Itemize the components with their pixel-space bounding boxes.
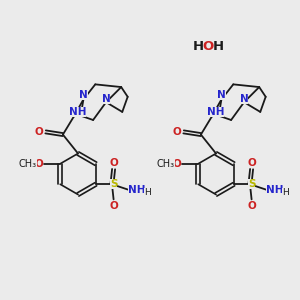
Text: N: N — [217, 90, 226, 100]
Text: O: O — [109, 201, 118, 211]
Text: H: H — [193, 40, 204, 53]
Text: H: H — [213, 40, 224, 53]
Text: O: O — [35, 127, 44, 137]
Text: NH: NH — [266, 185, 284, 195]
Text: O: O — [247, 158, 256, 168]
Text: O: O — [173, 127, 182, 137]
Text: CH₃: CH₃ — [157, 159, 175, 169]
Text: O: O — [34, 159, 43, 169]
Text: NH: NH — [69, 107, 86, 117]
Text: N: N — [240, 94, 248, 104]
Text: S: S — [248, 179, 255, 189]
Text: H: H — [282, 188, 288, 197]
Text: O: O — [247, 201, 256, 211]
Text: N: N — [102, 94, 110, 104]
Text: CH₃: CH₃ — [19, 159, 37, 169]
Text: NH: NH — [128, 185, 146, 195]
Text: N: N — [79, 90, 88, 100]
Text: NH: NH — [207, 107, 224, 117]
Text: O: O — [109, 158, 118, 168]
Text: O: O — [203, 40, 214, 53]
Text: H: H — [144, 188, 150, 197]
Text: S: S — [110, 179, 117, 189]
Text: O: O — [172, 159, 181, 169]
